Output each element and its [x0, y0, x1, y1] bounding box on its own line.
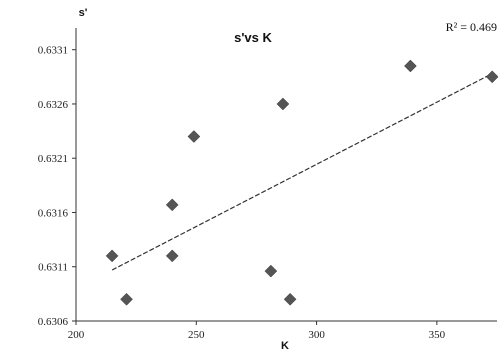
- x-axis-ticks: 200 250 300 350: [68, 321, 446, 341]
- trendline: [111, 73, 493, 271]
- data-point: [165, 198, 179, 212]
- y-tick-label: 0.6331: [38, 45, 68, 57]
- data-point: [120, 292, 133, 306]
- r-squared-label: R² = 0.469: [446, 20, 497, 34]
- data-point: [283, 292, 297, 306]
- data-point: [264, 264, 278, 278]
- data-point: [404, 59, 417, 73]
- data-point: [276, 97, 290, 111]
- x-tick-label: 200: [68, 329, 85, 341]
- y-tick-label: 0.6321: [38, 153, 68, 165]
- data-points: [105, 59, 498, 306]
- data-point: [165, 249, 179, 263]
- y-tick-label: 0.6311: [38, 262, 68, 274]
- x-tick-label: 250: [188, 329, 205, 341]
- x-tick-label: 350: [429, 329, 446, 341]
- data-point: [187, 130, 201, 143]
- data-point: [105, 249, 119, 263]
- plot-frame: [75, 28, 497, 322]
- y-tick-label: 0.6326: [38, 99, 69, 111]
- chart-title: s'vs K: [234, 30, 272, 45]
- trendline-group: [111, 73, 493, 271]
- x-tick-label: 300: [308, 329, 325, 341]
- y-tick-label: 0.6316: [38, 207, 69, 219]
- y-tick-label: 0.6306: [38, 316, 69, 328]
- x-axis-label: K: [281, 340, 289, 351]
- y-axis-label: s': [79, 7, 88, 19]
- data-point: [485, 70, 498, 84]
- y-axis-ticks: 0.6306 0.6311 0.6316 0.6321 0.6326 0.6331: [38, 45, 76, 328]
